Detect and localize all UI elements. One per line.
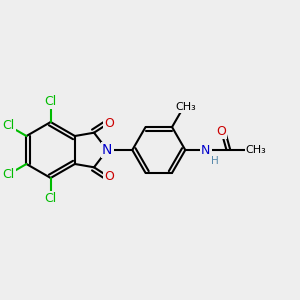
Text: N: N [201, 143, 211, 157]
Text: O: O [104, 170, 114, 183]
Text: Cl: Cl [2, 119, 15, 132]
Text: H: H [211, 156, 219, 166]
Text: Cl: Cl [2, 168, 15, 181]
Text: N: N [102, 143, 112, 157]
Text: CH₃: CH₃ [175, 102, 196, 112]
Text: O: O [216, 125, 226, 138]
Text: CH₃: CH₃ [246, 145, 266, 155]
Text: Cl: Cl [44, 192, 57, 205]
Text: Cl: Cl [44, 95, 57, 108]
Text: O: O [104, 117, 114, 130]
